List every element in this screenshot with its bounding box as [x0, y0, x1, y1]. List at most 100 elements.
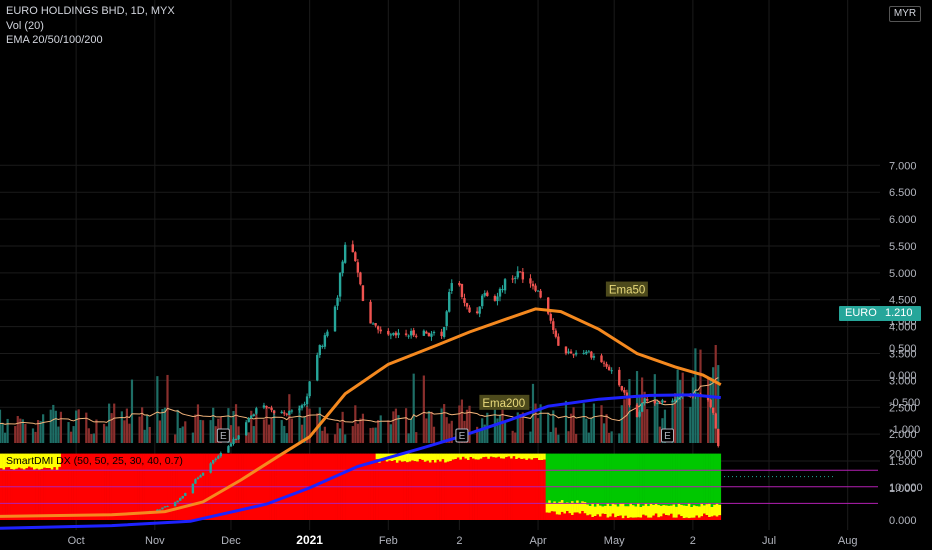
dmi-mid-band	[642, 505, 645, 515]
dmi-top-band	[637, 453, 640, 504]
candle-body	[214, 458, 217, 461]
volume-bar	[229, 425, 233, 443]
candle-body	[338, 272, 342, 297]
candle-body	[460, 283, 464, 297]
volume-bar	[709, 377, 712, 443]
dmi-top-band	[27, 453, 31, 467]
volume-bar	[300, 424, 304, 443]
dmi-top-band	[593, 453, 597, 507]
candle-body	[290, 410, 294, 412]
candle-body	[564, 346, 568, 354]
candle-body	[519, 271, 522, 273]
volume-bar	[321, 430, 324, 443]
earnings-marker-label: E	[664, 431, 671, 442]
candle-body	[283, 412, 286, 414]
candle-body	[585, 351, 588, 354]
dmi-bottom-band	[626, 517, 630, 520]
volume-bar	[42, 414, 45, 443]
dmi-bottom-band	[713, 515, 717, 520]
dmi-mid-band	[604, 505, 607, 515]
dmi-mid-band	[611, 503, 615, 514]
volume-bar	[24, 424, 27, 443]
dmi-bottom-band	[637, 517, 640, 520]
dmi-top-band	[436, 453, 440, 460]
dmi-top-band	[375, 453, 379, 460]
dmi-mid-band	[614, 504, 618, 518]
volume-bar	[113, 403, 116, 443]
dmi-top-band	[32, 453, 36, 470]
volume-bar	[498, 415, 502, 443]
volume-bar	[176, 409, 179, 443]
volume-bar	[308, 408, 311, 443]
volume-bar	[549, 431, 552, 443]
dmi-top-band	[670, 453, 673, 506]
candle-body	[232, 439, 235, 444]
dmi-bottom-band	[375, 459, 379, 520]
candle-body	[481, 295, 484, 307]
x-tick-label: Aug	[838, 535, 858, 547]
currency-badge[interactable]: MYR	[889, 6, 921, 22]
volume-bar	[326, 433, 329, 443]
dmi-top-band	[578, 453, 582, 504]
dmi-top-band	[718, 453, 722, 505]
candle-body	[498, 288, 502, 297]
volume-bar	[77, 409, 80, 443]
dmi-mid-band	[606, 503, 610, 518]
volume-bar	[516, 412, 519, 443]
dmi-mid-band	[675, 506, 678, 518]
dmi-top-band	[649, 453, 653, 504]
dmi-mid-band	[664, 505, 668, 516]
volume-bar	[265, 406, 268, 443]
volume-bar	[552, 410, 555, 443]
dmi-bottom-band	[2, 469, 6, 520]
dmi-top-band	[466, 453, 470, 460]
dmi-bottom-band	[446, 461, 450, 520]
volume-bar	[1, 422, 4, 443]
dmi-mid-band	[639, 506, 643, 518]
volume-bar	[681, 372, 684, 443]
dmi-bottom-band	[578, 513, 582, 520]
volume-bar	[590, 417, 593, 443]
volume-bar	[16, 416, 19, 443]
dmi-bottom-band	[682, 518, 686, 520]
volume-bars	[0, 345, 720, 443]
dmi-bottom-band	[647, 517, 651, 520]
dmi-top-band	[672, 453, 676, 505]
volume-bar	[3, 432, 7, 443]
dmi-top-band	[708, 453, 711, 504]
candle-body	[445, 311, 448, 326]
dmi-top-band	[454, 453, 458, 460]
volume-bar	[567, 431, 570, 443]
price-tick-label: 3.500	[889, 349, 917, 361]
volume-bar	[572, 407, 575, 443]
dmi-top-band	[626, 453, 630, 507]
volume-bar	[214, 426, 217, 443]
candle-body	[389, 334, 393, 336]
indicator-title[interactable]: SmartDMI DX (50, 50, 25, 30, 40, 0.7)	[6, 455, 183, 467]
volume-bar	[283, 425, 286, 443]
ema-indicator-label[interactable]: EMA 20/50/100/200	[6, 34, 103, 46]
dmi-bottom-band	[50, 469, 54, 520]
dmi-bottom-band	[20, 468, 24, 520]
dmi-bottom-band	[659, 516, 663, 520]
volume-indicator-label[interactable]: Vol (20)	[6, 19, 44, 32]
volume-tick-label: -1.000	[889, 424, 920, 436]
candle-body	[397, 332, 400, 336]
dmi-bottom-band	[474, 459, 478, 520]
dmi-bottom-band	[489, 456, 493, 520]
candle-body	[625, 392, 629, 398]
volume-bar	[712, 367, 715, 443]
volume-bar	[623, 399, 626, 443]
dmi-bottom-band	[553, 511, 557, 520]
dmi-bottom-band	[565, 511, 569, 520]
dmi-top-band	[395, 453, 399, 463]
dmi-top-band	[700, 453, 704, 504]
volume-bar	[679, 379, 682, 443]
symbol-title[interactable]: EURO HOLDINGS BHD, 1D, MYX	[6, 5, 175, 17]
dmi-bottom-band	[5, 467, 8, 520]
candle-body	[605, 363, 608, 367]
dmi-bottom-band	[401, 461, 404, 520]
dmi-bottom-band	[550, 511, 554, 520]
dmi-bottom-band	[568, 513, 572, 520]
